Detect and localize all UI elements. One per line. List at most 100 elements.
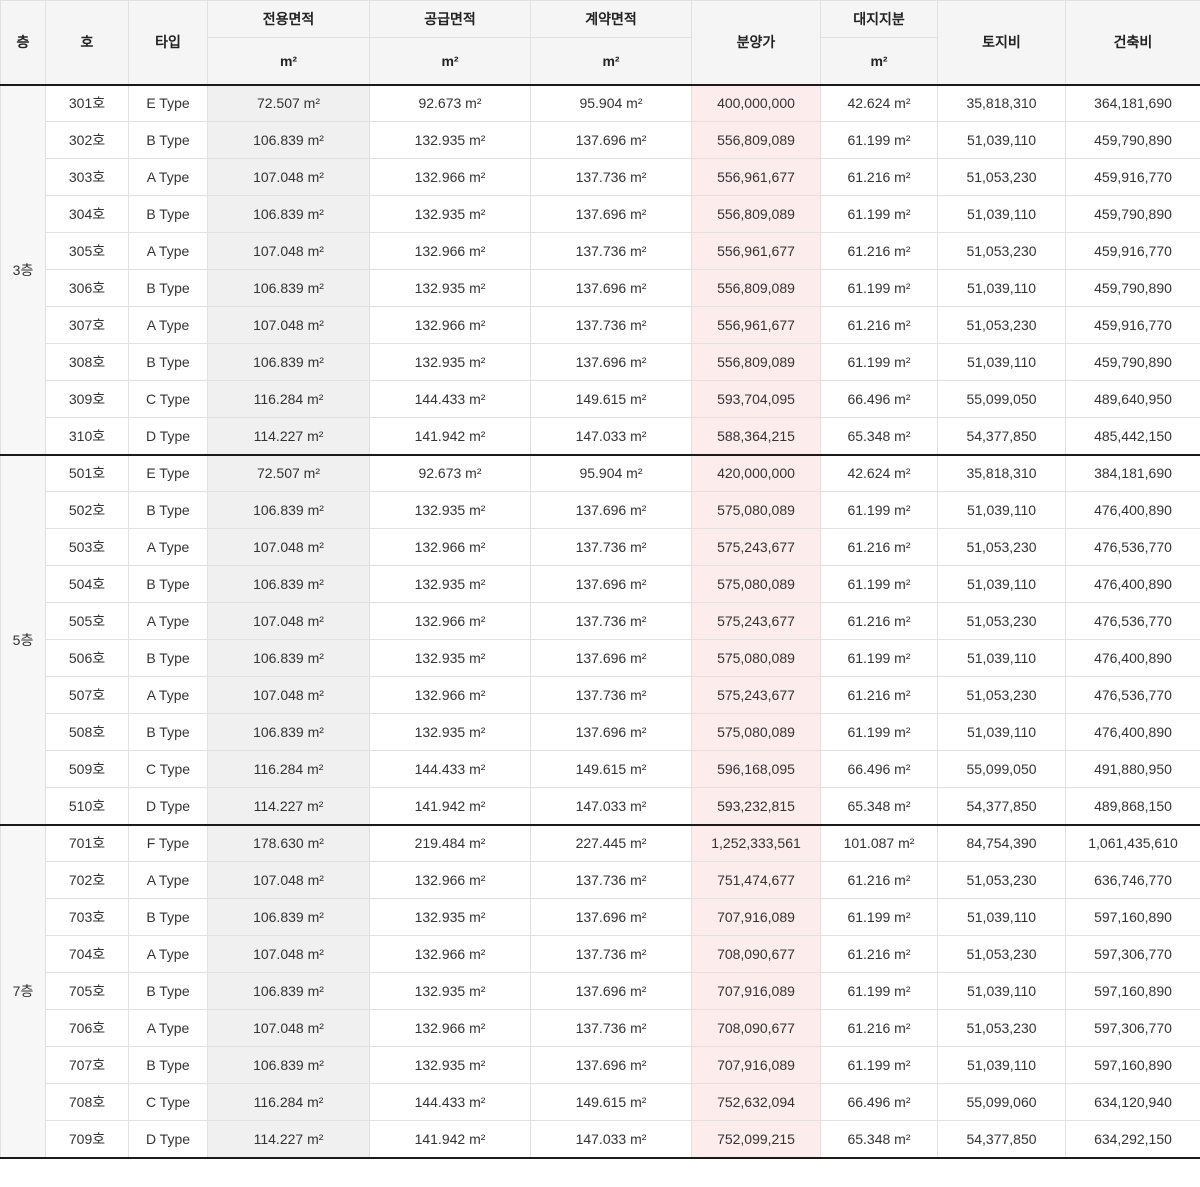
exclusive-area-cell: 106.839 m² (207, 195, 370, 233)
construction-cost-cell: 476,536,770 (1065, 676, 1200, 714)
header-contract-area-unit: m² (530, 37, 692, 85)
unit-cell: 506호 (45, 639, 129, 677)
exclusive-area-cell: 106.839 m² (207, 269, 370, 307)
unit-cell: 309호 (45, 380, 129, 418)
supply-area-cell: 132.935 m² (369, 121, 531, 159)
land-cost-cell: 51,039,110 (937, 269, 1066, 307)
land-cost-cell: 51,039,110 (937, 713, 1066, 751)
land-cost-cell: 54,377,850 (937, 787, 1066, 825)
price-cell: 708,090,677 (691, 1009, 821, 1047)
type-cell: D Type (128, 417, 208, 455)
type-cell: B Type (128, 343, 208, 381)
supply-area-cell: 132.935 m² (369, 639, 531, 677)
header-unit: 호 (45, 0, 129, 85)
type-cell: C Type (128, 1083, 208, 1121)
contract-area-cell: 149.615 m² (530, 380, 692, 418)
exclusive-area-cell: 107.048 m² (207, 602, 370, 640)
exclusive-area-cell: 114.227 m² (207, 1120, 370, 1158)
land-share-cell: 61.216 m² (820, 935, 938, 973)
supply-area-cell: 132.966 m² (369, 232, 531, 270)
exclusive-area-cell: 107.048 m² (207, 1009, 370, 1047)
land-cost-cell: 84,754,390 (937, 823, 1066, 862)
land-share-cell: 61.216 m² (820, 158, 938, 196)
price-cell: 1,252,333,561 (691, 823, 821, 862)
table-row: 505호 A Type 107.048 m² 132.966 m² 137.736 m²… (1, 602, 1200, 640)
header-land-share-unit: m² (820, 37, 938, 85)
type-cell: A Type (128, 306, 208, 344)
header-supply-area: 공급면적 (369, 0, 531, 38)
table-header: 층 호 타입 전용면적 공급면적 계약면적 분양가 대지지분 토지비 건축비 m… (0, 0, 1200, 85)
price-cell: 575,080,089 (691, 565, 821, 603)
table-row: 707호 B Type 106.839 m² 132.935 m² 137.696 m²… (1, 1046, 1200, 1084)
land-cost-cell: 51,039,110 (937, 1046, 1066, 1084)
land-share-cell: 61.199 m² (820, 491, 938, 529)
exclusive-area-cell: 107.048 m² (207, 676, 370, 714)
price-cell: 556,809,089 (691, 195, 821, 233)
supply-area-cell: 141.942 m² (369, 787, 531, 825)
price-cell: 708,090,677 (691, 935, 821, 973)
exclusive-area-cell: 106.839 m² (207, 713, 370, 751)
exclusive-area-cell: 107.048 m² (207, 306, 370, 344)
table-row: 704호 A Type 107.048 m² 132.966 m² 137.736 m²… (1, 935, 1200, 973)
price-cell: 575,080,089 (691, 491, 821, 529)
land-cost-cell: 51,053,230 (937, 158, 1066, 196)
floor-cell: 7층 (0, 823, 46, 1158)
land-share-cell: 101.087 m² (820, 823, 938, 862)
table-row: 5층 501호 E Type 72.507 m² 92.673 m² 95.904 m² 4… (0, 453, 1200, 825)
construction-cost-cell: 597,160,890 (1065, 898, 1200, 936)
supply-area-cell: 132.935 m² (369, 195, 531, 233)
contract-area-cell: 137.736 m² (530, 232, 692, 270)
table-row: 706호 A Type 107.048 m² 132.966 m² 137.736 m²… (1, 1009, 1200, 1047)
price-cell: 556,961,677 (691, 158, 821, 196)
header-land-cost: 토지비 (937, 0, 1066, 85)
table-row: 307호 A Type 107.048 m² 132.966 m² 137.736 m²… (1, 306, 1200, 344)
land-cost-cell: 51,039,110 (937, 972, 1066, 1010)
exclusive-area-cell: 116.284 m² (207, 1083, 370, 1121)
construction-cost-cell: 364,181,690 (1065, 83, 1200, 122)
exclusive-area-cell: 116.284 m² (207, 750, 370, 788)
table-row: 3층 301호 E Type 72.507 m² 92.673 m² 95.904 m² 4… (0, 83, 1200, 455)
price-cell: 752,632,094 (691, 1083, 821, 1121)
type-cell: C Type (128, 380, 208, 418)
construction-cost-cell: 476,400,890 (1065, 565, 1200, 603)
construction-cost-cell: 459,790,890 (1065, 343, 1200, 381)
land-cost-cell: 51,039,110 (937, 195, 1066, 233)
exclusive-area-cell: 178.630 m² (207, 823, 370, 862)
type-cell: A Type (128, 232, 208, 270)
land-share-cell: 61.216 m² (820, 528, 938, 566)
type-cell: A Type (128, 861, 208, 899)
construction-cost-cell: 1,061,435,610 (1065, 823, 1200, 862)
contract-area-cell: 147.033 m² (530, 1120, 692, 1158)
table-row: 304호 B Type 106.839 m² 132.935 m² 137.696 m²… (1, 195, 1200, 233)
header-price: 분양가 (691, 0, 821, 85)
contract-area-cell: 137.696 m² (530, 972, 692, 1010)
land-cost-cell: 51,053,230 (937, 306, 1066, 344)
exclusive-area-cell: 106.839 m² (207, 343, 370, 381)
construction-cost-cell: 485,442,150 (1065, 417, 1200, 455)
contract-area-cell: 137.736 m² (530, 158, 692, 196)
price-cell: 575,080,089 (691, 639, 821, 677)
unit-cell: 503호 (45, 528, 129, 566)
contract-area-cell: 95.904 m² (530, 453, 692, 492)
land-share-cell: 66.496 m² (820, 1083, 938, 1121)
land-cost-cell: 51,039,110 (937, 343, 1066, 381)
contract-area-cell: 147.033 m² (530, 417, 692, 455)
type-cell: B Type (128, 491, 208, 529)
supply-area-cell: 132.966 m² (369, 676, 531, 714)
supply-area-cell: 144.433 m² (369, 380, 531, 418)
construction-cost-cell: 634,120,940 (1065, 1083, 1200, 1121)
exclusive-area-cell: 72.507 m² (207, 453, 370, 492)
construction-cost-cell: 597,306,770 (1065, 935, 1200, 973)
unit-cell: 501호 (45, 453, 129, 492)
type-cell: D Type (128, 1120, 208, 1158)
land-share-cell: 42.624 m² (820, 453, 938, 492)
header-exclusive-area-unit: m² (207, 37, 370, 85)
type-cell: E Type (128, 453, 208, 492)
type-cell: B Type (128, 195, 208, 233)
header-type: 타입 (128, 0, 208, 85)
unit-pricing-table: 층 호 타입 전용면적 공급면적 계약면적 분양가 대지지분 토지비 건축비 m… (0, 0, 1200, 1159)
price-cell: 556,961,677 (691, 306, 821, 344)
land-cost-cell: 51,039,110 (937, 898, 1066, 936)
exclusive-area-cell: 106.839 m² (207, 639, 370, 677)
contract-area-cell: 137.696 m² (530, 639, 692, 677)
